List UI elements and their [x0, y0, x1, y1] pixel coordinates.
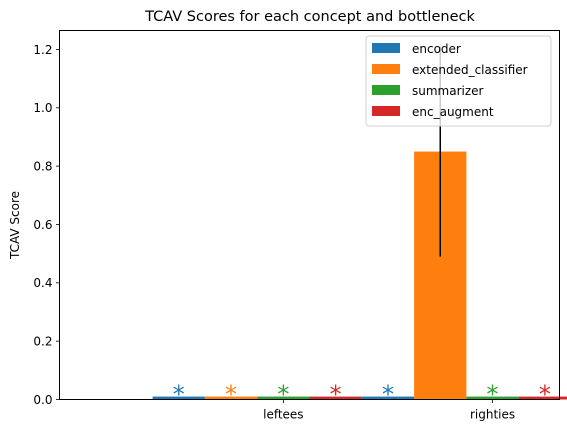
y-tick-label: 0.6	[33, 218, 52, 232]
legend-label: encoder	[412, 42, 461, 56]
y-tick-label: 0.2	[33, 334, 52, 348]
significance-star: *	[173, 381, 185, 409]
y-tick-label: 0.4	[33, 276, 52, 290]
significance-star: *	[487, 381, 499, 409]
legend-label: summarizer	[412, 84, 484, 98]
significance-star: *	[225, 381, 237, 409]
legend-label: enc_augment	[412, 105, 494, 119]
bar-encoder-righties	[361, 396, 415, 400]
significance-star: *	[277, 381, 289, 409]
bar-summarizer-righties	[466, 396, 519, 400]
legend-swatch-encoder	[372, 43, 400, 53]
legend-label: extended_classifier	[412, 63, 528, 77]
x-tick-label: leftees	[263, 408, 303, 422]
y-axis-label: TCAV Score	[8, 191, 22, 260]
significance-star: *	[382, 381, 394, 409]
significance-star: *	[330, 381, 342, 409]
legend-swatch-extended_classifier	[372, 64, 400, 74]
bar-enc_augment-leftees	[309, 396, 362, 400]
plot-frame	[59, 30, 560, 400]
plot-area: * * * * * * *	[152, 46, 567, 409]
bar-summarizer-leftees	[257, 396, 310, 400]
y-tick-label: 0.0	[33, 393, 52, 407]
legend-swatch-enc_augment	[372, 106, 400, 116]
legend-swatch-summarizer	[372, 85, 400, 95]
legend: encoder extended_classifier summarizer enc_…	[365, 35, 552, 127]
y-tick-label: 1.0	[33, 101, 52, 115]
bar-encoder-leftees	[152, 396, 205, 400]
legend-box	[365, 35, 552, 127]
bar-enc_augment-righties	[518, 396, 567, 400]
significance-star: *	[539, 381, 551, 409]
y-tick-label: 0.8	[33, 159, 52, 173]
chart-title: TCAV Scores for each concept and bottlen…	[144, 9, 475, 25]
y-tick-label: 1.2	[33, 43, 52, 57]
bar-extended_classifier-leftees	[204, 396, 258, 400]
x-tick-label: righties	[470, 408, 515, 422]
